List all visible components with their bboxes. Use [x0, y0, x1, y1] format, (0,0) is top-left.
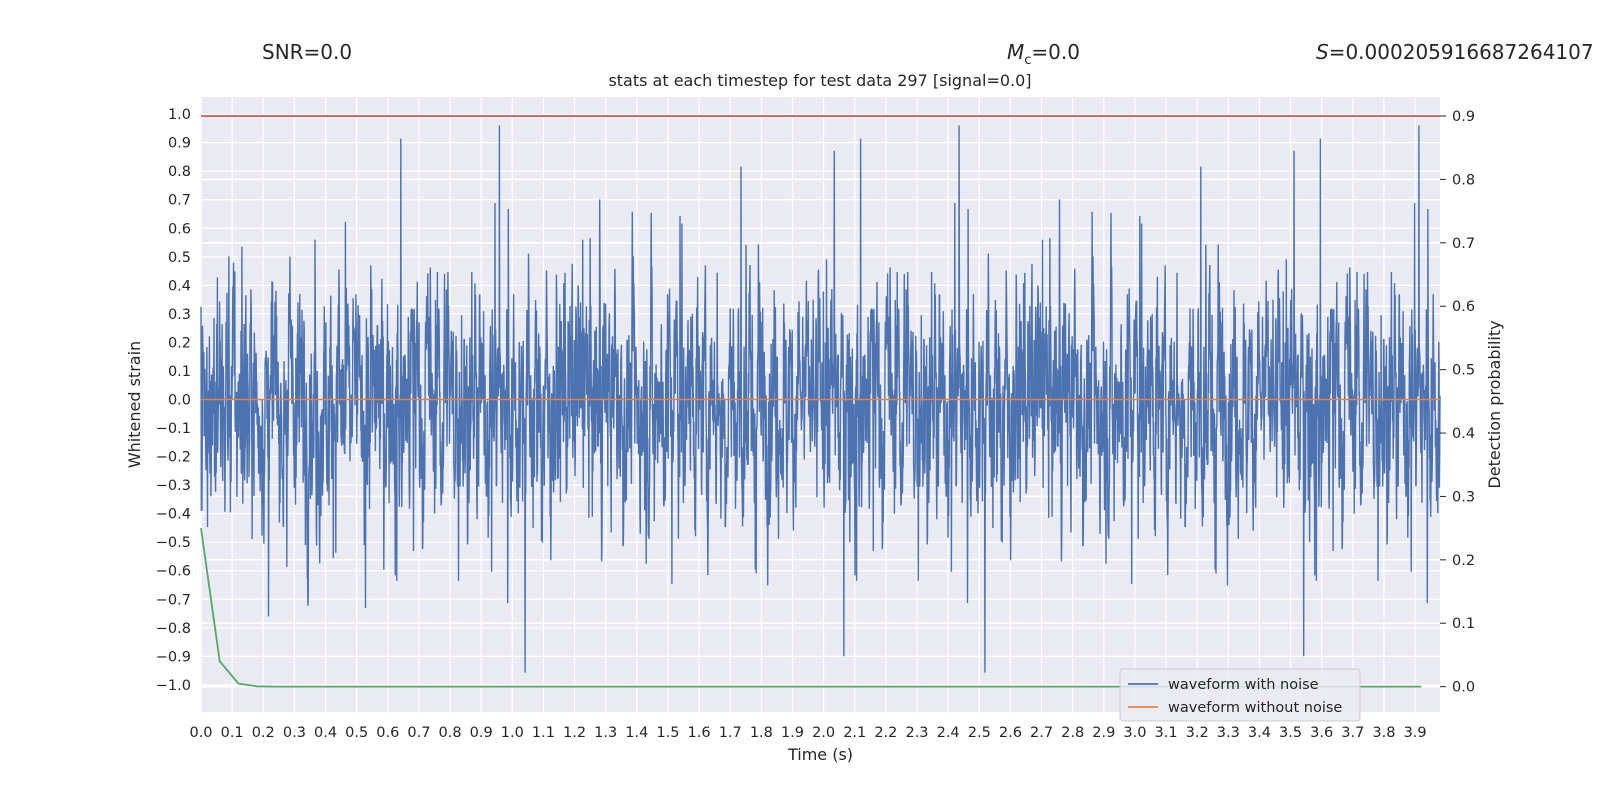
x-tick-label: 2.5	[968, 725, 991, 741]
legend-box	[1119, 668, 1361, 722]
x-axis-label: Time (s)	[787, 745, 853, 764]
x-tick-label: 2.3	[905, 725, 928, 741]
y-axis-label: Whitened strain	[125, 341, 144, 468]
x-tick-label: 2.7	[1030, 725, 1053, 741]
y2-tick-label: 0.9	[1452, 109, 1475, 125]
series-detection-probability	[200, 527, 1422, 688]
legend-label: waveform without noise	[1168, 700, 1342, 716]
x-tick-label: 1.0	[501, 725, 524, 741]
y-tick-label: 0.6	[168, 221, 191, 237]
x-tick-label: 0.2	[252, 725, 275, 741]
x-tick-label: 2.4	[937, 725, 960, 741]
snr-label: SNR=0.0	[262, 40, 353, 64]
y-tick-label: −0.9	[156, 649, 191, 665]
x-tick-label: 3.6	[1310, 725, 1333, 741]
y-tick-label: −0.4	[156, 507, 191, 523]
y-tick-label: −0.7	[156, 592, 191, 608]
y2-tick-label: 0.3	[1452, 489, 1475, 505]
x-tick-label: 0.5	[345, 725, 368, 741]
x-tick-label: 3.2	[1186, 725, 1209, 741]
y-tick-label: −0.8	[156, 621, 191, 637]
y-tick-label: −0.6	[156, 564, 191, 580]
x-tick-label: 0.1	[221, 725, 244, 741]
x-tick-label: 1.7	[719, 725, 742, 741]
y2-axis-label: Detection probability	[1485, 320, 1504, 488]
axes: 0.0 0.1 0.2 0.3 0.4 0.5 0.6 0.7 0.8 0.9 1.0 1.1 1.2 1…	[156, 107, 1475, 741]
x-tick-label: 0.9	[470, 725, 493, 741]
y2-tick-label: 0.6	[1452, 299, 1475, 315]
y-tick-label: −0.1	[156, 421, 191, 437]
x-tick-label: 0.8	[439, 725, 462, 741]
x-tick-label: 2.8	[1061, 725, 1084, 741]
x-tick-label: 3.1	[1155, 725, 1178, 741]
x-tick-label: 2.2	[874, 725, 897, 741]
x-tick-label: 3.9	[1404, 725, 1427, 741]
y-tick-label: 0.4	[168, 278, 191, 294]
x-tick-label: 2.0	[812, 725, 835, 741]
y-tick-label: 0.2	[168, 335, 191, 351]
y-tick-label: −0.2	[156, 450, 191, 466]
x-tick-label: 1.8	[750, 725, 773, 741]
x-tick-label: 1.4	[625, 725, 648, 741]
x-tick-label: 1.9	[781, 725, 804, 741]
x-tick-label: 0.3	[283, 725, 306, 741]
y-tick-label: −0.3	[156, 478, 191, 494]
x-tick-label: 0.7	[407, 725, 430, 741]
y2-tick-label: 0.7	[1452, 236, 1475, 252]
y2-tick-label: 0.1	[1452, 616, 1475, 632]
x-tick-label: 3.5	[1279, 725, 1302, 741]
y-tick-label: 0.9	[168, 136, 191, 152]
x-tick-label: 3.7	[1341, 725, 1364, 741]
x-tick-label: 2.6	[999, 725, 1022, 741]
x-tick-label: 0.6	[376, 725, 399, 741]
y2-tick-label: 0.2	[1452, 553, 1475, 569]
chirp-mass-label: Mc=0.0	[1007, 40, 1080, 68]
statistic-label: S=0.000205916687264107	[1316, 40, 1594, 64]
x-tick-label: 3.3	[1217, 725, 1240, 741]
chart-title: stats at each timestep for test data 297…	[608, 71, 1032, 90]
y-tick-label: 1.0	[168, 107, 191, 123]
x-tick-label: 1.6	[688, 725, 711, 741]
x-tick-label: 1.1	[532, 725, 555, 741]
y-tick-label: 0.3	[168, 307, 191, 323]
y-tick-label: 0.5	[168, 250, 191, 266]
y2-tick-label: 0.0	[1452, 680, 1475, 696]
x-tick-label: 2.9	[1092, 725, 1115, 741]
y-tick-label: 0.0	[168, 393, 191, 409]
legend: waveform with noise waveform without nois…	[1119, 668, 1361, 722]
y-tick-label: 0.1	[168, 364, 191, 380]
series-layer	[200, 115, 1441, 688]
x-tick-label: 0.4	[314, 725, 337, 741]
x-tick-label: 3.0	[1123, 725, 1146, 741]
y-tick-label: −0.5	[156, 535, 191, 551]
x-tick-label: 3.8	[1372, 725, 1395, 741]
y2-tick-label: 0.8	[1452, 172, 1475, 188]
y-tick-label: −1.0	[156, 678, 191, 694]
x-tick-label: 1.5	[656, 725, 679, 741]
x-tick-label: 2.1	[843, 725, 866, 741]
x-tick-label: 3.4	[1248, 725, 1271, 741]
y2-tick-label: 0.4	[1452, 426, 1475, 442]
x-tick-label: 0.0	[189, 725, 212, 741]
legend-label: waveform with noise	[1168, 677, 1319, 693]
x-tick-label: 1.3	[594, 725, 617, 741]
y-tick-label: 0.7	[168, 193, 191, 209]
y-tick-label: 0.8	[168, 164, 191, 180]
y2-tick-label: 0.5	[1452, 363, 1475, 379]
x-tick-label: 1.2	[563, 725, 586, 741]
